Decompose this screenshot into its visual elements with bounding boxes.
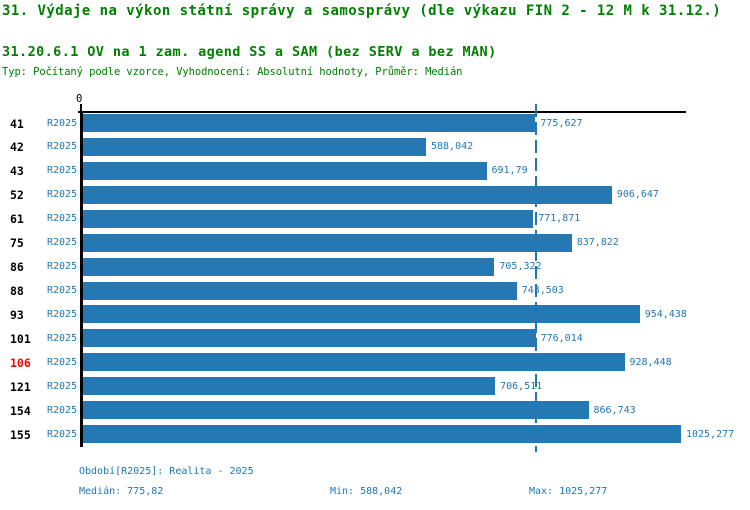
- bar-value-label: 743,503: [521, 285, 564, 296]
- row-period-label: R2025: [47, 285, 78, 296]
- bar[interactable]: [83, 114, 536, 132]
- row-label: 86: [10, 260, 24, 275]
- row-period-label: R2025: [47, 189, 78, 201]
- bar[interactable]: [83, 401, 589, 420]
- bar[interactable]: [83, 305, 640, 324]
- row-label: 88: [10, 284, 24, 298]
- bar[interactable]: [83, 353, 625, 372]
- bar-value-label: 691,79: [491, 165, 528, 177]
- bar-value-label: 588,042: [431, 141, 474, 153]
- y-axis-tick: [80, 104, 82, 112]
- bar-value-label: 705,322: [499, 261, 542, 273]
- row-period-label: R2025: [47, 165, 78, 177]
- report-title: 31. Výdaje na výkon státní správy a samo…: [2, 3, 722, 19]
- footer-period-label: Období[R2025]: Realita - 2025: [79, 466, 254, 477]
- bar-value-label: 771,871: [538, 213, 581, 225]
- row-label: 42: [10, 140, 24, 155]
- x-axis-line: [78, 111, 686, 113]
- row-label: 41: [10, 116, 24, 131]
- median-line: [534, 104, 537, 452]
- row-label: 101: [10, 331, 31, 346]
- bar-value-label: 906,647: [616, 189, 659, 201]
- bar[interactable]: [83, 377, 496, 396]
- bar[interactable]: [83, 137, 426, 156]
- row-label: 121: [10, 379, 31, 394]
- footer-max-label: Max: 1025,277: [529, 486, 608, 497]
- bar-value-label: 866,743: [593, 404, 636, 416]
- row-period-label: R2025: [47, 261, 78, 273]
- footer-min-label: Min: 588,042: [330, 486, 403, 497]
- row-label: 61: [10, 212, 24, 227]
- row-label: 43: [10, 164, 24, 179]
- row-label: 106: [10, 355, 31, 370]
- bar[interactable]: [83, 209, 534, 228]
- row-period-label: R2025: [47, 356, 78, 368]
- report-subtitle: 31.20.6.1 OV na 1 zam. agend SS a SAM (b…: [2, 44, 497, 60]
- bar[interactable]: [83, 425, 681, 444]
- row-label: 93: [10, 307, 24, 322]
- bar[interactable]: [83, 257, 495, 276]
- row-period-label: R2025: [47, 332, 78, 344]
- bar-value-label: 837,822: [576, 237, 619, 249]
- bar[interactable]: [83, 329, 536, 348]
- row-period-label: R2025: [47, 213, 78, 225]
- bar[interactable]: [83, 233, 572, 252]
- bar[interactable]: [83, 281, 517, 300]
- bar-value-label: 776,014: [540, 332, 583, 344]
- bar[interactable]: [83, 185, 612, 204]
- bar[interactable]: [83, 161, 487, 180]
- row-period-label: R2025: [47, 380, 78, 392]
- y-axis-line: [80, 111, 83, 447]
- row-period-label: R2025: [47, 141, 78, 153]
- bar-value-label: 706,511: [500, 380, 543, 392]
- row-period-label: R2025: [47, 237, 78, 249]
- row-label: 155: [10, 427, 31, 442]
- row-label: 75: [10, 236, 24, 251]
- bar-value-label: 775,627: [540, 117, 583, 129]
- row-period-label: R2025: [47, 117, 78, 129]
- row-label: 52: [10, 188, 24, 203]
- report-meta: Typ: Počítaný podle vzorce, Vyhodnocení:…: [2, 66, 463, 78]
- row-period-label: R2025: [47, 428, 78, 440]
- bar-value-label: 928,448: [629, 356, 672, 368]
- bar-value-label: 1025,277: [686, 428, 735, 440]
- row-period-label: R2025: [47, 308, 78, 320]
- axis-origin-label: 0: [76, 93, 83, 105]
- row-label: 154: [10, 403, 31, 418]
- footer-median-label: Medián: 775,82: [79, 486, 164, 497]
- row-period-label: R2025: [47, 404, 78, 416]
- bar-value-label: 954,438: [644, 308, 687, 320]
